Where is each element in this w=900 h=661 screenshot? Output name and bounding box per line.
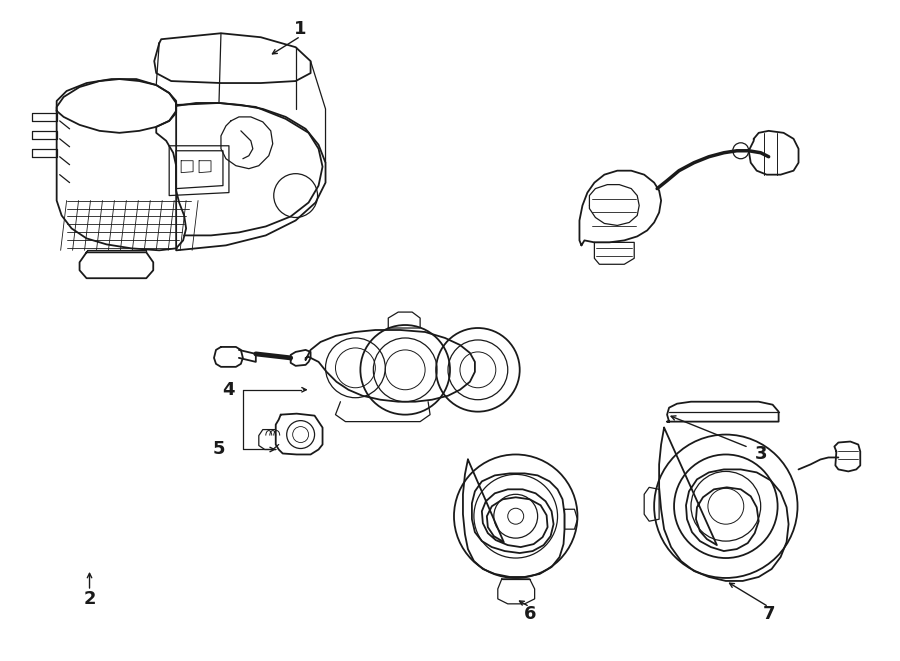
- Text: 2: 2: [84, 590, 95, 608]
- Text: 5: 5: [212, 440, 225, 459]
- Text: 4: 4: [222, 381, 235, 399]
- Text: 6: 6: [524, 605, 536, 623]
- Text: 7: 7: [762, 605, 775, 623]
- Text: 1: 1: [294, 20, 307, 38]
- Text: 3: 3: [754, 446, 767, 463]
